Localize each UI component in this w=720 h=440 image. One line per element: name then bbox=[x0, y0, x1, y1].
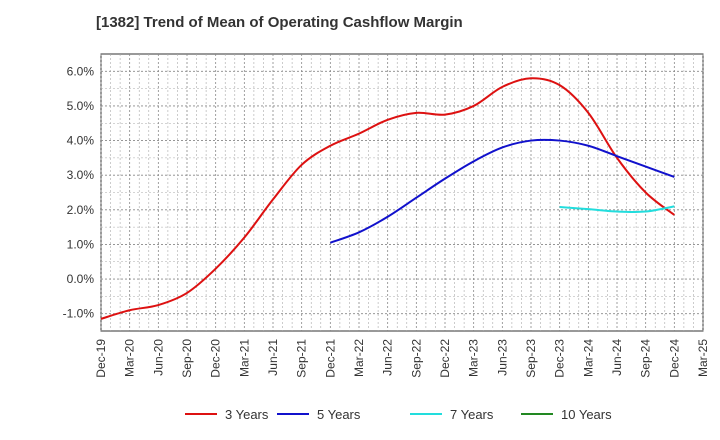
chart-title: [1382] Trend of Mean of Operating Cashfl… bbox=[96, 14, 463, 31]
y-tick-label: 0.0% bbox=[67, 272, 95, 286]
x-tick-label: Mar-24 bbox=[581, 339, 595, 377]
y-tick-label: -1.0% bbox=[63, 307, 95, 321]
x-tick-label: Jun-22 bbox=[381, 339, 395, 376]
y-tick-label: 6.0% bbox=[67, 64, 95, 78]
legend-label: 3 Years bbox=[225, 407, 269, 422]
x-tick-label: Dec-24 bbox=[667, 339, 681, 378]
legend-label: 10 Years bbox=[561, 407, 612, 422]
x-tick-label: Mar-22 bbox=[352, 339, 366, 377]
x-tick-label: Mar-20 bbox=[123, 339, 137, 377]
y-tick-label: 5.0% bbox=[67, 99, 95, 113]
x-tick-label: Jun-24 bbox=[610, 339, 624, 376]
x-tick-label: Mar-25 bbox=[696, 339, 710, 377]
x-tick-label: Jun-21 bbox=[266, 339, 280, 376]
legend-label: 7 Years bbox=[450, 407, 494, 422]
x-tick-label: Sep-20 bbox=[180, 339, 194, 378]
x-tick-label: Dec-23 bbox=[553, 339, 567, 378]
y-tick-label: 2.0% bbox=[67, 203, 95, 217]
x-tick-label: Jun-23 bbox=[495, 339, 509, 376]
y-tick-label: 4.0% bbox=[67, 134, 95, 148]
x-tick-label: Mar-21 bbox=[237, 339, 251, 377]
x-tick-label: Sep-24 bbox=[639, 339, 653, 378]
legend-label: 5 Years bbox=[317, 407, 361, 422]
x-tick-label: Jun-20 bbox=[151, 339, 165, 376]
x-tick-label: Sep-22 bbox=[409, 339, 423, 378]
y-tick-label: 3.0% bbox=[67, 168, 95, 182]
x-tick-label: Sep-21 bbox=[295, 339, 309, 378]
x-tick-label: Dec-20 bbox=[209, 339, 223, 378]
x-tick-label: Mar-23 bbox=[467, 339, 481, 377]
series-line-5-years bbox=[329, 138, 675, 244]
series-line-3-years bbox=[100, 77, 675, 320]
x-tick-label: Sep-23 bbox=[524, 339, 538, 378]
x-tick-label: Dec-22 bbox=[438, 339, 452, 378]
y-tick-label: 1.0% bbox=[67, 237, 95, 251]
x-tick-label: Dec-21 bbox=[323, 339, 337, 378]
series-line-7-years bbox=[559, 205, 675, 214]
x-tick-label: Dec-19 bbox=[94, 339, 108, 378]
